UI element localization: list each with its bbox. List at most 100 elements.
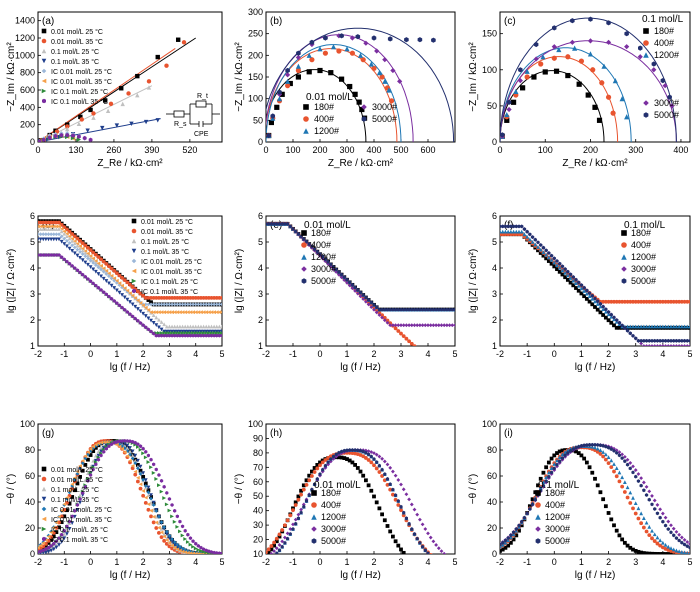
data-point <box>209 329 214 334</box>
data-point <box>453 567 457 571</box>
data-point <box>167 333 172 338</box>
x-tick-label: -1 <box>523 557 531 567</box>
legend-marker <box>361 104 367 110</box>
data-point <box>371 65 377 71</box>
data-point <box>193 551 198 554</box>
data-point <box>170 514 174 519</box>
data-point <box>385 320 390 325</box>
data-point <box>620 475 625 480</box>
data-point <box>128 439 132 444</box>
data-point <box>57 224 61 229</box>
data-point <box>104 268 109 273</box>
data-point <box>272 221 276 226</box>
data-point <box>571 275 575 279</box>
data-point <box>62 514 67 519</box>
data-point <box>77 134 81 139</box>
data-point <box>162 484 166 489</box>
data-point <box>65 124 70 129</box>
data-point <box>383 307 387 312</box>
data-point <box>509 224 513 229</box>
data-point <box>120 439 124 443</box>
data-point <box>517 523 521 528</box>
x-tick-label: -2 <box>262 349 270 359</box>
x-tick-label: 4 <box>425 349 430 359</box>
data-point <box>183 296 188 300</box>
data-point <box>104 272 109 276</box>
data-point <box>390 67 396 74</box>
data-point <box>598 304 603 309</box>
data-point <box>117 303 122 308</box>
data-point <box>598 443 603 448</box>
y-tick-label: 1 <box>492 341 497 351</box>
legend-label: 3000# <box>545 524 570 534</box>
data-point <box>634 336 638 341</box>
data-point <box>349 50 355 56</box>
data-point <box>674 338 679 343</box>
data-point <box>38 220 43 225</box>
data-point <box>86 478 90 483</box>
data-point <box>641 525 646 530</box>
data-point <box>280 544 284 549</box>
data-point <box>75 241 80 246</box>
data-point <box>299 507 303 512</box>
data-point <box>185 331 190 335</box>
data-point <box>401 334 406 339</box>
data-point <box>93 252 98 257</box>
data-point <box>46 232 51 237</box>
data-point <box>612 448 616 453</box>
data-point <box>214 302 219 307</box>
legend-marker <box>41 476 47 482</box>
data-point <box>541 245 546 250</box>
data-point <box>128 291 132 296</box>
data-point <box>409 502 414 507</box>
legend-label: 0.1 mol/L 25 °C <box>51 48 99 56</box>
data-point <box>138 486 143 491</box>
data-point <box>67 234 72 239</box>
data-point <box>399 331 403 336</box>
data-point <box>619 96 625 102</box>
data-point <box>385 524 390 528</box>
data-point <box>415 562 419 566</box>
data-point <box>603 309 608 314</box>
data-point <box>652 498 657 503</box>
data-point <box>671 344 676 346</box>
data-point <box>154 520 159 525</box>
data-point <box>295 74 301 80</box>
data-point <box>204 331 209 335</box>
data-point <box>511 532 516 537</box>
x-tick-label: 100 <box>285 145 300 155</box>
data-point <box>513 88 519 95</box>
legend-marker <box>41 526 47 532</box>
data-point <box>122 295 127 300</box>
data-point <box>660 540 665 545</box>
data-point <box>79 117 85 122</box>
data-point <box>136 318 140 323</box>
data-point <box>104 270 109 274</box>
x-tick-label: -2 <box>262 557 270 567</box>
y-tick-label: 100 <box>482 419 497 429</box>
data-point <box>114 271 119 276</box>
data-point <box>267 221 271 226</box>
data-point <box>162 496 167 500</box>
data-point <box>539 243 543 247</box>
data-point <box>598 302 603 306</box>
data-point <box>41 548 45 553</box>
data-point <box>663 344 668 346</box>
data-point <box>196 544 200 548</box>
data-point <box>544 465 549 470</box>
data-point <box>409 323 414 328</box>
data-point <box>141 477 146 482</box>
data-point <box>73 266 77 270</box>
data-point <box>617 320 622 325</box>
data-point <box>49 544 53 548</box>
data-point <box>154 467 158 472</box>
data-point <box>62 528 66 533</box>
data-point <box>413 560 417 564</box>
data-point <box>143 495 148 500</box>
data-point <box>423 527 428 531</box>
data-point <box>511 530 516 535</box>
data-point <box>83 484 87 489</box>
data-point <box>76 137 82 142</box>
data-point <box>138 309 143 314</box>
